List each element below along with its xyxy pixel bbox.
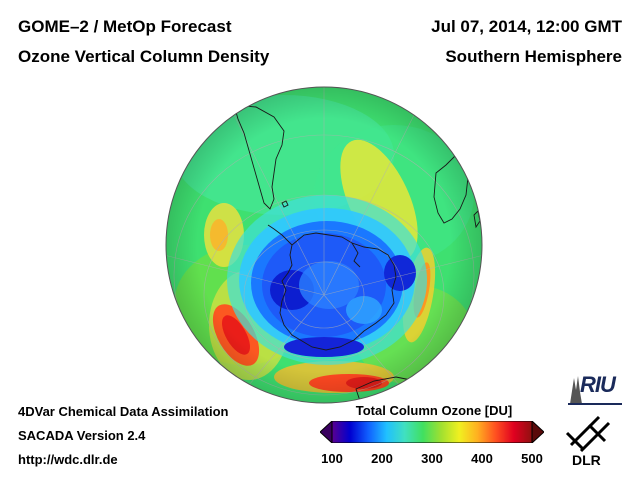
- hemisphere-label: Southern Hemisphere: [445, 47, 622, 66]
- forecast-date: Jul 07, 2014, 12:00 GMT: [431, 17, 622, 36]
- colorbar-tick-200: 200: [371, 451, 393, 466]
- dlr-logo-text: DLR: [572, 452, 601, 468]
- colorbar-gradient: [331, 421, 533, 443]
- riu-logo-text: RIU: [580, 372, 616, 397]
- footer-assimilation: 4DVar Chemical Data Assimilation: [18, 404, 229, 419]
- colorbar-low-arrow: [320, 421, 333, 443]
- colorbar-tick-300: 300: [421, 451, 443, 466]
- colorbar-tick-500: 500: [521, 451, 543, 466]
- title-line-2: Ozone Vertical Column Density: [18, 47, 270, 66]
- title-line-1: GOME–2 / MetOp Forecast: [18, 17, 232, 36]
- colorbar-high-arrow: [531, 421, 544, 443]
- ozone-globe-map: [165, 86, 483, 404]
- footer-url[interactable]: http://wdc.dlr.de: [18, 452, 118, 467]
- dlr-logo-icon: [565, 415, 611, 453]
- colorbar-tick-100: 100: [321, 451, 343, 466]
- colorbar-title: Total Column Ozone [DU]: [355, 403, 513, 418]
- footer-version: SACADA Version 2.4: [18, 428, 146, 443]
- riu-logo-icon: [568, 376, 622, 405]
- colorbar: [320, 421, 544, 443]
- colorbar-tick-400: 400: [471, 451, 493, 466]
